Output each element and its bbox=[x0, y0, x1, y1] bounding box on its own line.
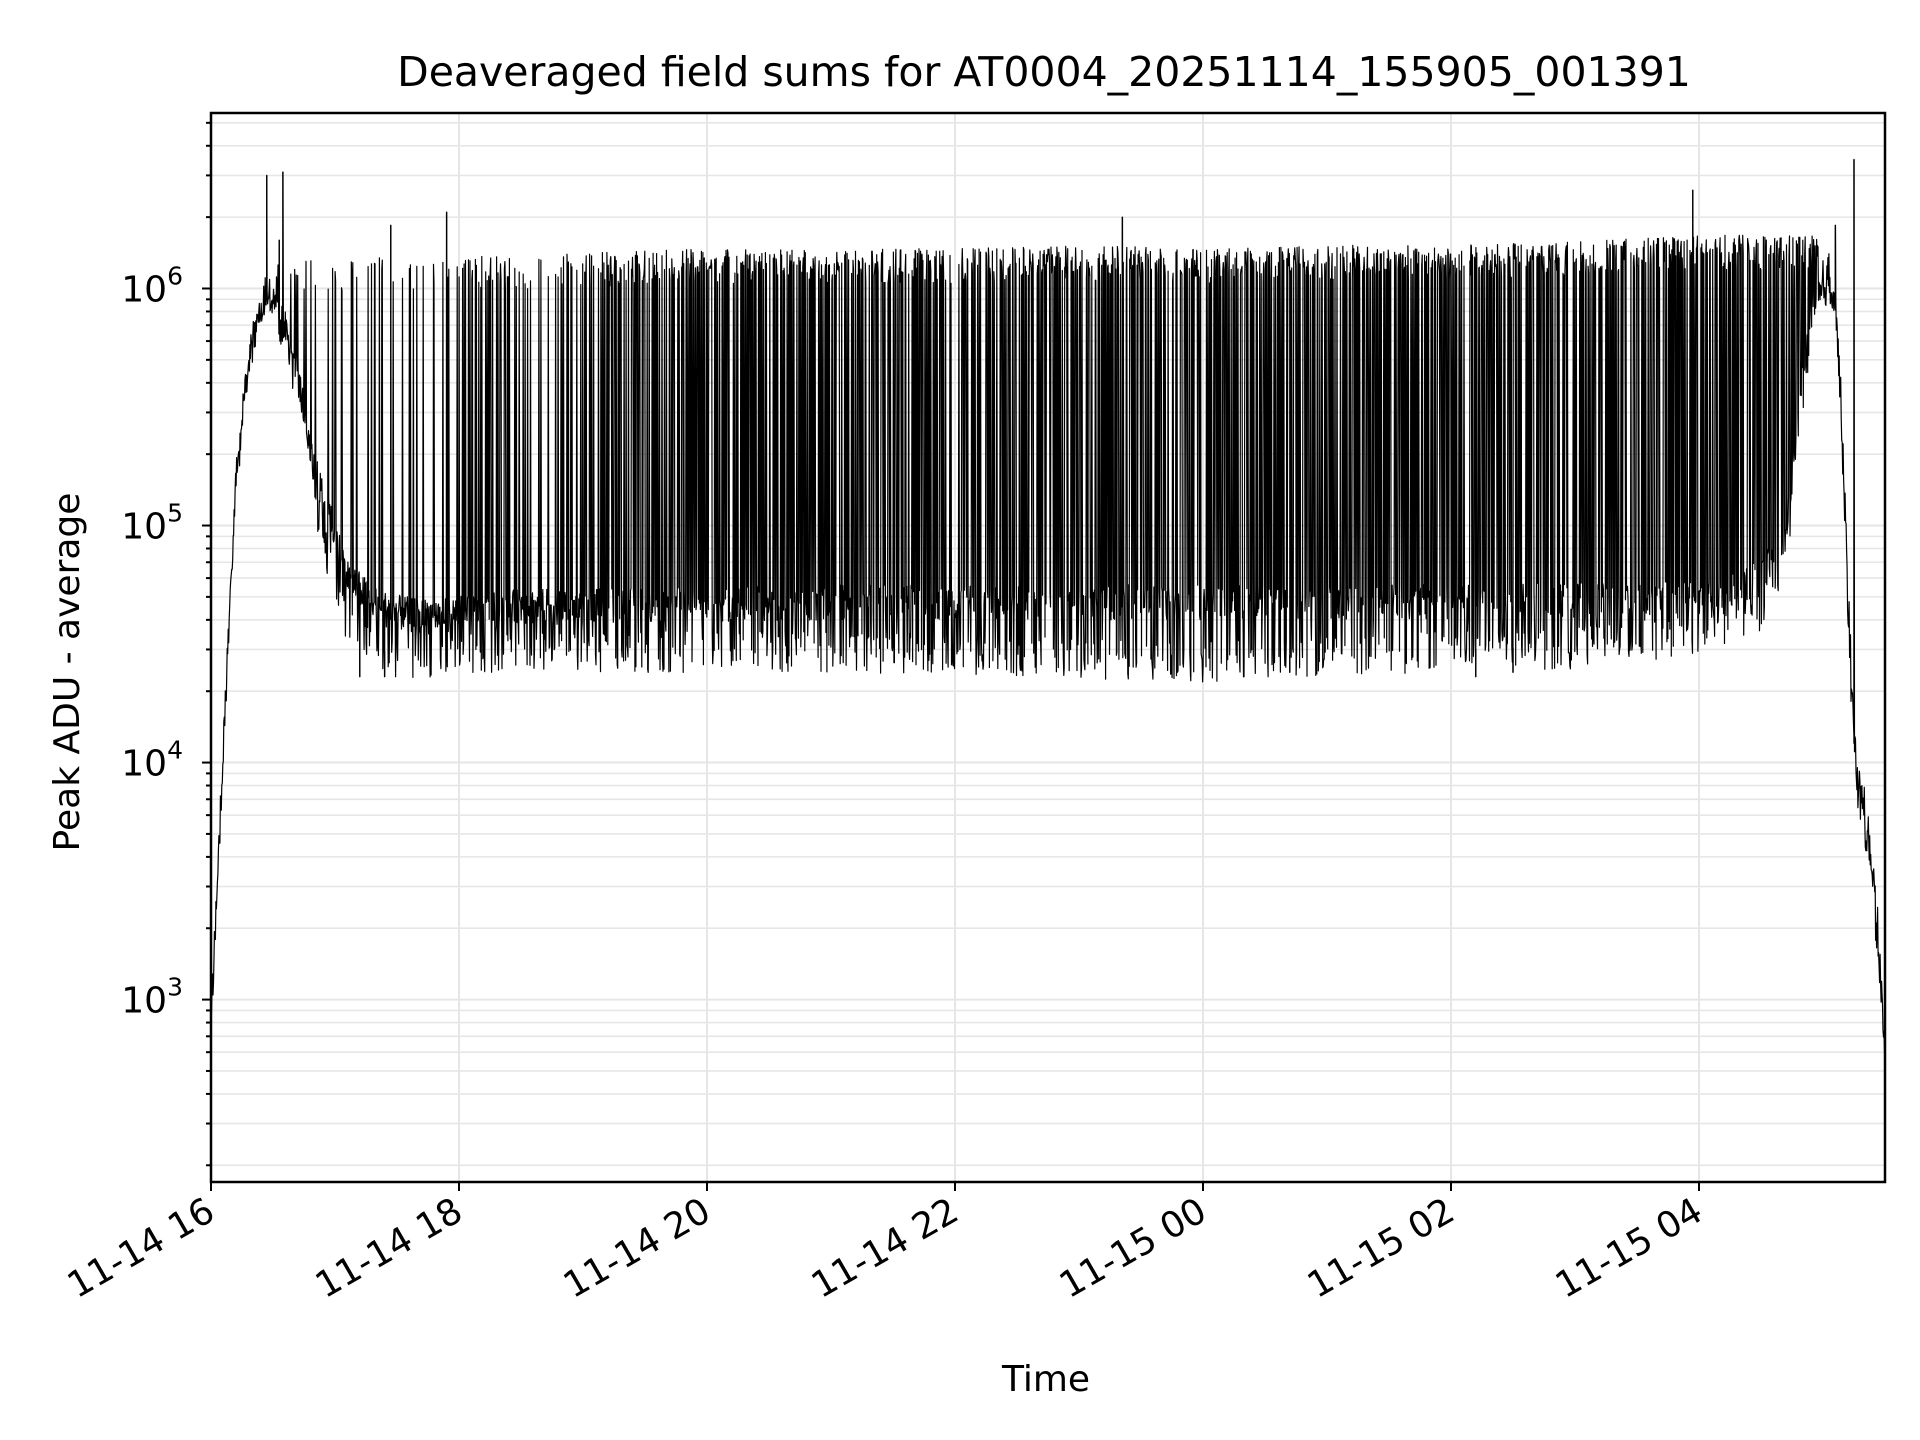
y-tick-base: 10 bbox=[121, 981, 167, 1022]
y-tick-exponent: 3 bbox=[167, 973, 183, 1002]
x-tick-label: 11-14 22 bbox=[805, 1190, 966, 1306]
y-tick-base: 10 bbox=[121, 269, 167, 310]
x-tick-label: 11-14 20 bbox=[557, 1190, 718, 1306]
x-tick-label: 11-15 00 bbox=[1053, 1190, 1214, 1306]
y-tick-label: 106 bbox=[121, 261, 183, 310]
y-tick-label: 105 bbox=[121, 499, 183, 548]
series-layer bbox=[210, 158, 1886, 1052]
x-tick-label: 11-15 02 bbox=[1301, 1190, 1462, 1306]
plot-frame bbox=[209, 111, 1887, 1184]
x-tick-label: 11-14 16 bbox=[61, 1190, 222, 1306]
y-tick-base: 10 bbox=[121, 507, 167, 548]
y-tick-exponent: 4 bbox=[167, 736, 183, 765]
y-tick-base: 10 bbox=[121, 744, 167, 785]
x-tick-label: 11-14 18 bbox=[309, 1190, 470, 1306]
y-tick-exponent: 6 bbox=[167, 261, 183, 290]
x-axis-label: Time bbox=[1001, 1359, 1090, 1400]
chart-title: Deaveraged field sums for AT0004_2025111… bbox=[397, 48, 1691, 96]
y-tick-exponent: 5 bbox=[167, 499, 183, 528]
y-tick-label: 103 bbox=[121, 973, 183, 1022]
series-line bbox=[210, 158, 1886, 1052]
y-axis-label: Peak ADU - average bbox=[47, 493, 88, 852]
x-axis: 11-14 16 11-14 18 11-14 20 11-14 22 11-15 00… bbox=[61, 1182, 1710, 1307]
x-tick-label: 11-15 04 bbox=[1549, 1190, 1710, 1306]
y-tick-label: 104 bbox=[121, 736, 183, 785]
